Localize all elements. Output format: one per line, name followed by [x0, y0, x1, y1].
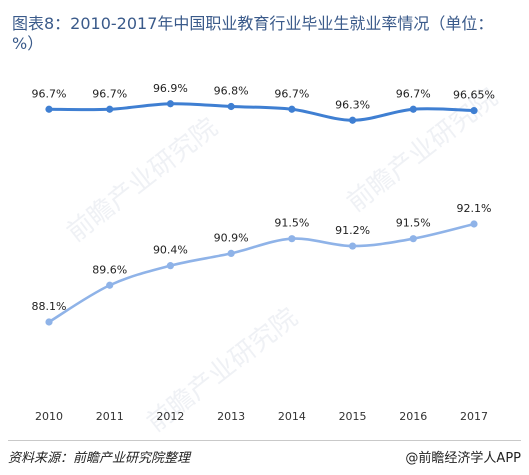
series-1-line [48, 102, 475, 122]
x-tick-label: 2013 [217, 410, 245, 423]
series-1-point [288, 105, 296, 113]
series-1-point [348, 116, 357, 124]
series-2-point [409, 235, 417, 243]
series-2-point [227, 249, 235, 257]
series-1-point [166, 100, 175, 108]
series-1-point [106, 105, 114, 113]
series-1-point [409, 105, 417, 113]
series-1-point [470, 107, 478, 115]
series-1-data-label: 96.7% [396, 87, 431, 100]
brand-credit: @前瞻经济学人APP [405, 451, 521, 466]
series-2-point [166, 262, 175, 270]
series-2-point [45, 318, 53, 326]
series-2-data-label: 89.6% [92, 263, 127, 276]
series-2-point [288, 235, 296, 243]
series-1-data-label: 96.65% [453, 89, 495, 102]
series-1-data-label: 96.7% [32, 87, 67, 100]
series-2-data-label: 91.5% [396, 217, 431, 230]
series-1-data-label: 96.7% [274, 87, 309, 100]
series-1-data-label: 96.8% [214, 85, 249, 98]
series-1-point [45, 105, 53, 113]
series-2-point [470, 220, 478, 228]
footer-divider [8, 440, 521, 441]
series-2-data-label: 92.1% [457, 202, 492, 215]
x-tick-label: 2017 [460, 410, 488, 423]
series-1-data-label: 96.3% [335, 98, 370, 111]
series-2-data-label: 88.1% [32, 300, 67, 313]
series-2-point [348, 242, 357, 250]
source-note: 资料来源：前瞻产业研究院整理 [8, 451, 191, 466]
series-2-data-label: 90.9% [214, 231, 249, 244]
x-tick-label: 2011 [96, 410, 124, 423]
series-1-data-label: 96.9% [153, 82, 188, 95]
x-tick-label: 2016 [399, 410, 427, 423]
series-2-data-label: 91.5% [274, 217, 309, 230]
x-tick-label: 2012 [156, 410, 184, 423]
x-tick-label: 2014 [278, 410, 306, 423]
series-2-data-label: 90.4% [153, 244, 188, 257]
series-2-point [106, 281, 114, 289]
chart-title: 图表8：2010-2017年中国职业教育行业毕业生就业率情况（单位：%） [12, 14, 494, 53]
series-2-data-label: 91.2% [335, 224, 370, 237]
series-1-data-label: 96.7% [92, 87, 127, 100]
x-tick-label: 2010 [35, 410, 63, 423]
series-1-point [227, 102, 235, 111]
x-tick-label: 2015 [339, 410, 367, 423]
